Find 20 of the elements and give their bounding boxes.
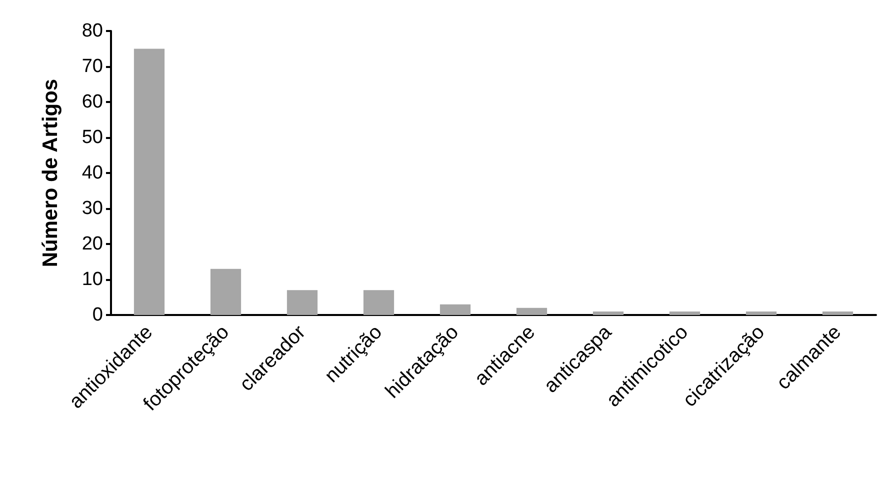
bar (210, 268, 242, 315)
y-tick-label: 50 (82, 127, 103, 148)
bar (669, 311, 700, 315)
bar (592, 311, 624, 315)
bar (516, 308, 548, 315)
y-tick-label: 30 (82, 198, 103, 219)
bar (134, 48, 165, 315)
bar (363, 290, 394, 315)
bar (746, 311, 777, 315)
y-tick-label: 70 (82, 56, 103, 77)
y-tick-label: 20 (82, 234, 103, 254)
y-tick-label: 60 (82, 92, 103, 112)
bar (822, 311, 854, 315)
y-tick-label: 80 (82, 20, 103, 42)
bar (286, 290, 318, 315)
y-tick-label: 40 (82, 162, 103, 184)
y-tick-label: 0 (92, 304, 103, 326)
y-axis-title: Número de Artigos (39, 78, 62, 268)
y-tick-label: 10 (82, 269, 103, 290)
bar (440, 304, 471, 315)
